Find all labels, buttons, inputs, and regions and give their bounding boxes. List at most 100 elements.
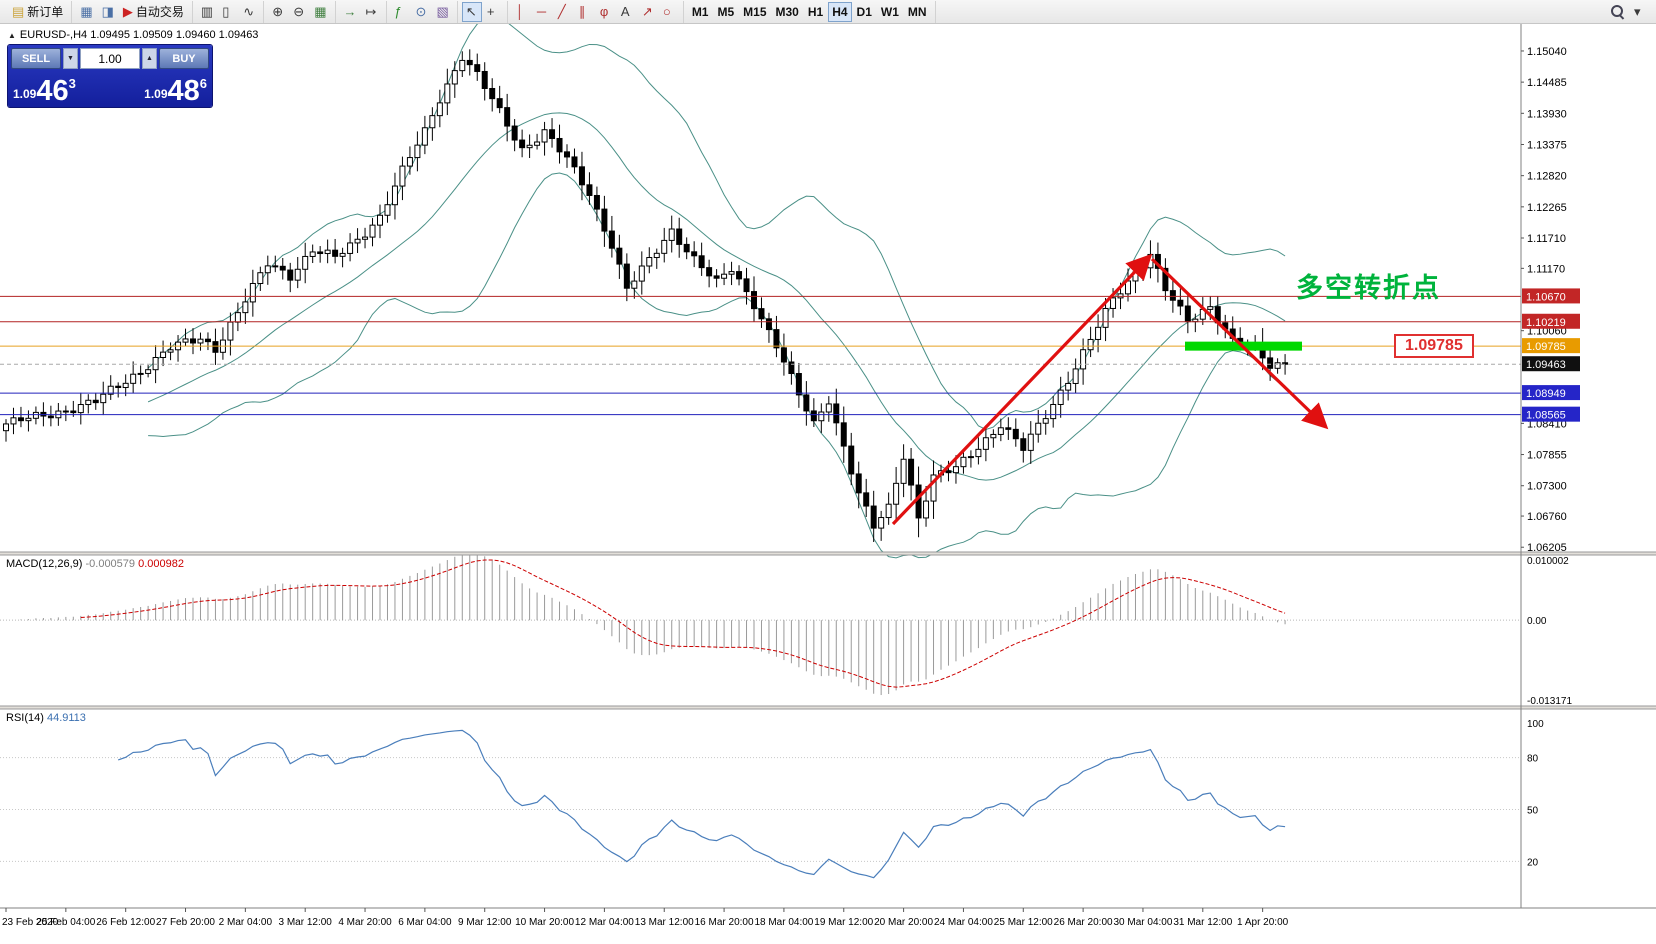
chevron-icon: ▾ <box>1634 4 1641 19</box>
svg-text:1.07855: 1.07855 <box>1527 450 1567 462</box>
toolbar-equidistant-channel-button[interactable]: ∥ <box>575 2 595 22</box>
toolbar: ▤ 新订单 ▦ ◨ ▶ 自动交易 ▥ ▯ ∿ ⊕ ⊖ ▦ → ↦ ƒ ⊙ ▧ ↖ + │ ─ ╱ ∥ φ A ↗ ○ M1 M5 M15 M… <box>0 0 1656 24</box>
autotrade-icon: ▶ <box>122 4 133 19</box>
toolbar-group-tools: ƒ ⊙ ▧ <box>387 0 458 23</box>
fibonacci-icon: φ <box>599 4 609 19</box>
sell-button[interactable]: SELL <box>11 48 61 69</box>
toolbar-tf-w1-button[interactable]: W1 <box>877 2 903 22</box>
svg-text:1.08565: 1.08565 <box>1526 410 1566 422</box>
toolbar-tile-windows-button[interactable]: ▦ <box>310 2 330 22</box>
toolbar-zoom-in-button[interactable]: ⊕ <box>268 2 288 22</box>
buy-price[interactable]: 1.09 48 6 <box>144 71 207 106</box>
sell-price[interactable]: 1.09 46 3 <box>13 71 76 108</box>
svg-text:1.06760: 1.06760 <box>1527 511 1567 523</box>
svg-text:1.10219: 1.10219 <box>1526 317 1566 329</box>
sell-price-prefix: 1.09 <box>13 87 37 101</box>
svg-text:6 Mar 04:00: 6 Mar 04:00 <box>398 917 452 928</box>
templates-icon: ▧ <box>436 4 449 19</box>
trendline-icon: ╱ <box>557 4 566 19</box>
svg-text:23 Feb 2020: 23 Feb 2020 <box>2 917 59 928</box>
toolbar-vertical-line-button[interactable]: │ <box>512 2 532 22</box>
toolbar-tf-mn-button[interactable]: MN <box>904 2 931 22</box>
svg-text:25 Mar 12:00: 25 Mar 12:00 <box>994 917 1053 928</box>
buy-price-pip: 6 <box>199 76 207 91</box>
macd-indicator-label: MACD(12,26,9) -0.000579 0.000982 <box>6 558 184 570</box>
toolbar-indicators-button[interactable]: ƒ <box>391 2 411 22</box>
toolbar-fibonacci-button[interactable]: φ <box>596 2 616 22</box>
toolbar-new-order-button[interactable]: ▤ 新订单 <box>8 2 67 22</box>
toolbar-horizontal-line-button[interactable]: ─ <box>533 2 553 22</box>
toolbar-bar-chart-button[interactable]: ▥ <box>197 2 217 22</box>
chart-canvas[interactable]: 1.15040 1.14485 1.13930 1.13375 1.12820 1.122… <box>0 24 1656 944</box>
symbol-title: EURUSD-,H4 1.09495 1.09509 1.09460 1.094… <box>19 29 259 41</box>
toolbar-tf-d1-button[interactable]: D1 <box>853 2 876 22</box>
svg-text:16 Mar 20:00: 16 Mar 20:00 <box>695 917 754 928</box>
toolbar-templates-button[interactable]: ▧ <box>433 2 453 22</box>
price-tag-1.09785 <box>1522 338 1580 354</box>
toolbar-crosshair-button[interactable]: + <box>483 2 503 22</box>
toolbar-auto-trading-button[interactable]: ▶ 自动交易 <box>119 2 188 22</box>
volume-input[interactable] <box>80 48 140 69</box>
svg-text:1.11170: 1.11170 <box>1527 263 1565 275</box>
bars-icon: ▥ <box>200 4 214 19</box>
toolbar-group-zoom: ⊕ ⊖ ▦ <box>264 0 336 23</box>
toolbar-arrows-button[interactable]: ↗ <box>638 2 658 22</box>
toolbar-more-button[interactable]: ▾ <box>1630 2 1650 22</box>
toolbar-line-chart-button[interactable]: ∿ <box>239 2 259 22</box>
svg-text:80: 80 <box>1527 754 1539 765</box>
toolbar-tf-m5-button[interactable]: M5 <box>713 2 738 22</box>
toolbar-tf-m30-label: M30 <box>775 4 799 19</box>
price-callout: 1.09785 <box>1394 334 1474 358</box>
toolbar-candlestick-chart-button[interactable]: ▯ <box>218 2 238 22</box>
toolbar-text-label-button[interactable]: A <box>617 2 637 22</box>
toolbar-tf-m30-button[interactable]: M30 <box>772 2 803 22</box>
price-tag-1.09463 <box>1522 356 1580 372</box>
toolbar-tf-m15-button[interactable]: M15 <box>739 2 770 22</box>
indicators-icon: ƒ <box>394 4 402 19</box>
search-icon <box>1611 5 1624 18</box>
toolbar-profiles-button[interactable]: ◨ <box>98 2 118 22</box>
rsi-indicator-label: RSI(14) 44.9113 <box>6 712 86 724</box>
line-chart-icon: ∿ <box>243 4 255 19</box>
toolbar-periods-button[interactable]: ⊙ <box>412 2 432 22</box>
svg-text:30 Mar 04:00: 30 Mar 04:00 <box>1113 917 1172 928</box>
svg-text:100: 100 <box>1527 719 1544 730</box>
toolbar-group-timeframes: M1 M5 M15 M30 H1 H4 D1 W1 MN <box>684 0 936 23</box>
one-click-trading-panel: SELL ▼ ▲ BUY 1.09 46 3 1.09 48 6 <box>8 45 212 107</box>
channel-icon: ∥ <box>578 4 586 19</box>
toolbar-auto-trading-label: 自动交易 <box>135 5 184 19</box>
buy-button[interactable]: BUY <box>159 48 209 69</box>
trend-arrow-up[interactable] <box>891 253 1153 526</box>
toolbar-shapes-button[interactable]: ○ <box>659 2 679 22</box>
toolbar-tf-h1-label: H1 <box>807 4 824 19</box>
toolbar-tf-m1-label: M1 <box>691 4 709 19</box>
toolbar-zoom-out-button[interactable]: ⊖ <box>289 2 309 22</box>
svg-text:12 Mar 04:00: 12 Mar 04:00 <box>575 917 634 928</box>
svg-text:1.09463: 1.09463 <box>1526 359 1566 371</box>
toolbar-tf-m1-button[interactable]: M1 <box>688 2 713 22</box>
chart-area[interactable]: 1.15040 1.14485 1.13930 1.13375 1.12820 1.122… <box>0 24 1656 944</box>
macd-name: MACD(12,26,9) <box>6 558 83 570</box>
toolbar-trendline-button[interactable]: ╱ <box>554 2 574 22</box>
volume-decrease-button[interactable]: ▼ <box>63 48 78 69</box>
toolbar-cursor-button[interactable]: ↖ <box>461 1 482 22</box>
toolbar-search-symbol-button[interactable] <box>1607 2 1628 22</box>
svg-text:1.09785: 1.09785 <box>1526 341 1566 353</box>
toolbar-chart-shift-button[interactable]: ↦ <box>362 2 382 22</box>
svg-text:4 Mar 20:00: 4 Mar 20:00 <box>338 917 392 928</box>
toolbar-tf-h1-button[interactable]: H1 <box>804 2 827 22</box>
volume-increase-button[interactable]: ▲ <box>142 48 157 69</box>
toolbar-auto-scroll-button[interactable]: → <box>340 2 361 22</box>
macd-main-value: -0.000579 <box>85 558 136 570</box>
toolbar-new-chart-button[interactable]: ▦ <box>76 2 96 22</box>
svg-text:0.010002: 0.010002 <box>1527 556 1569 567</box>
trend-arrow-down[interactable] <box>1150 257 1329 430</box>
toolbar-tf-h4-button[interactable]: H4 <box>828 1 852 22</box>
price-tag-1.10219 <box>1522 313 1580 329</box>
svg-text:18 Mar 04:00: 18 Mar 04:00 <box>754 917 813 928</box>
svg-text:20: 20 <box>1527 857 1539 868</box>
crosshair-icon: + <box>486 4 495 19</box>
zoom-out-icon: ⊖ <box>293 4 305 19</box>
sell-price-big: 46 <box>36 75 69 108</box>
